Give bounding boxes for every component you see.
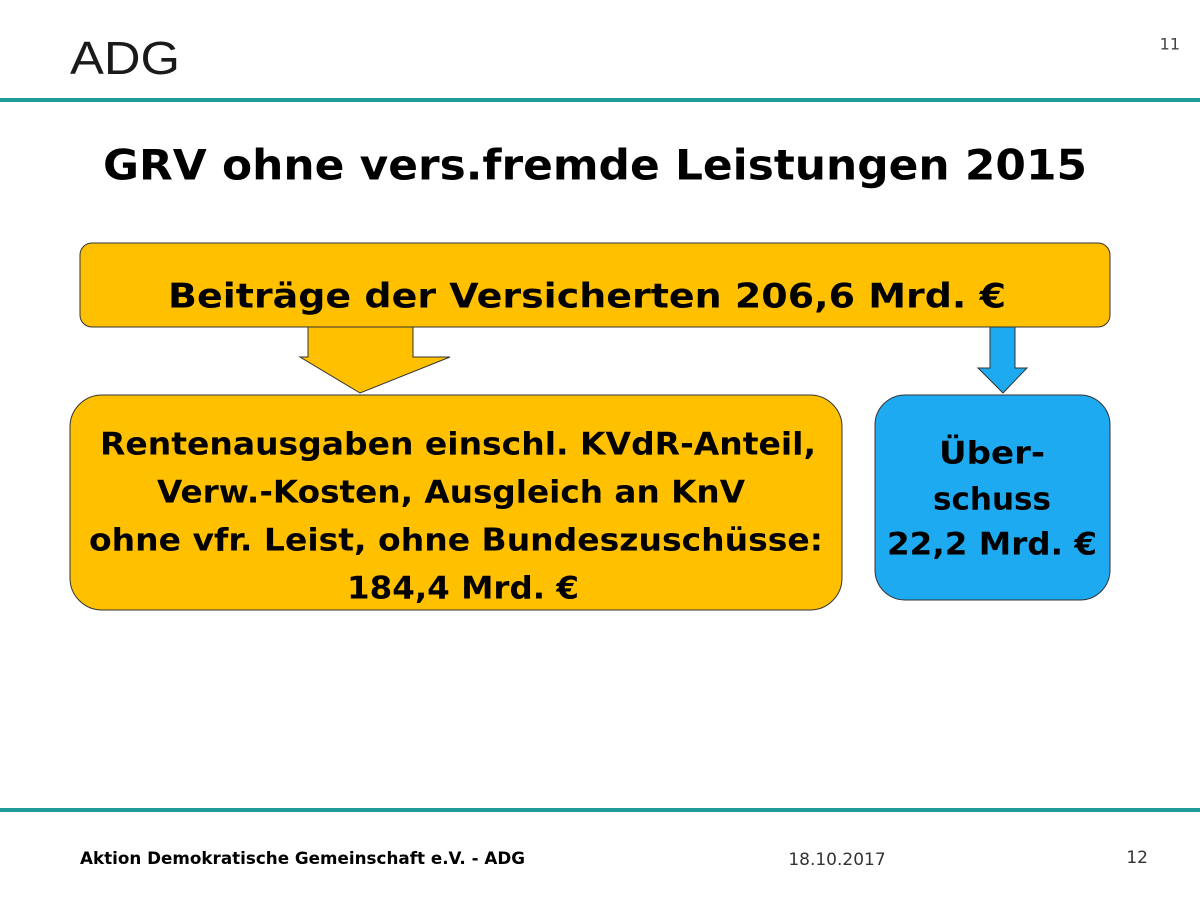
- box-text: 22,2 Mrd. €: [887, 527, 1097, 563]
- box-text: Über-: [939, 435, 1045, 472]
- box-text: 184,4 Mrd. €: [347, 571, 579, 607]
- footer-rule: [0, 808, 1200, 812]
- slide-number: 11: [1160, 35, 1180, 54]
- logo: ADG: [70, 32, 180, 84]
- arrow-blue: [976, 326, 1029, 394]
- box-text: Rentenausgaben einschl. KVdR-Anteil,: [100, 427, 816, 463]
- contributions-box: [79, 242, 1111, 328]
- surplus-box: [874, 394, 1111, 601]
- expenses-box: [69, 394, 843, 611]
- box-text: schuss: [933, 482, 1051, 518]
- footer-date: 18.10.2017: [788, 850, 885, 870]
- box-text: Verw.-Kosten, Ausgleich an KnV: [157, 475, 745, 511]
- header-rule: [0, 98, 1200, 102]
- slide-title: GRV ohne vers.fremde Leistungen 2015: [103, 141, 1087, 190]
- box-text: ohne vfr. Leist, ohne Bundeszuschüsse:: [89, 523, 823, 559]
- footer-organization: Aktion Demokratische Gemeinschaft e.V. -…: [80, 849, 525, 869]
- arrow-yellow: [298, 326, 451, 394]
- footer-page: 12: [1126, 848, 1148, 868]
- box-text: Beiträge der Versicherten 206,6 Mrd. €: [168, 277, 1006, 317]
